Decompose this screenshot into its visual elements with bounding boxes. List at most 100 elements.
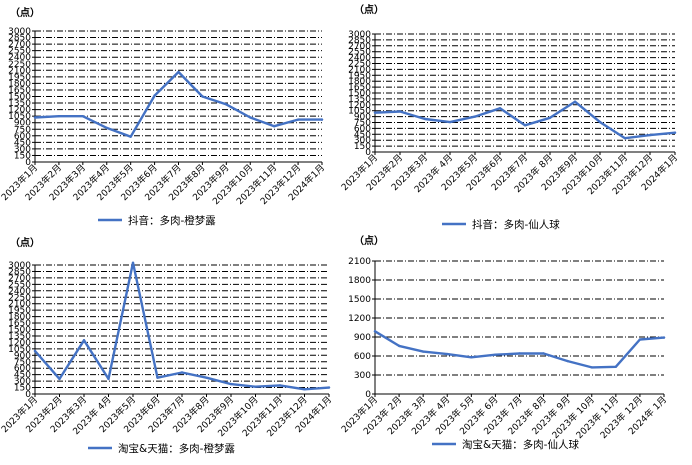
y-tick-label: 450 xyxy=(14,371,31,381)
y-tick-label: 2250 xyxy=(8,60,31,70)
y-tick-label: 1500 xyxy=(348,295,371,305)
gridlines xyxy=(35,264,329,389)
data-point xyxy=(272,124,276,128)
chart-svg: （点） 0150300450600750900105012001350150016… xyxy=(339,3,680,231)
data-point xyxy=(81,114,85,118)
data-point xyxy=(296,118,300,121)
y-tick-label: 300 xyxy=(354,136,371,146)
y-tick-label: 900 xyxy=(14,351,31,361)
data-point xyxy=(58,377,61,381)
data-point xyxy=(590,366,593,369)
y-tick-label: 1800 xyxy=(348,77,371,87)
data-point xyxy=(523,124,527,127)
data-point xyxy=(566,359,569,363)
y-tick-label: 450 xyxy=(354,130,371,140)
legend: 淘宝&天猫：多肉-橙梦露 xyxy=(88,442,235,455)
data-point xyxy=(153,94,156,97)
y-tick-label: 0 xyxy=(365,148,371,158)
y-tick-label: 150 xyxy=(354,142,371,152)
chart-panel-taobao-xianrenqiu: （点） 0 300 600 900 1200 1500 1800 2100 2023年1月 2023… xyxy=(339,232,692,465)
y-tick-label: 1050 xyxy=(348,107,371,117)
y-tick-label: 2400 xyxy=(8,287,31,297)
y-tick-label: 1650 xyxy=(8,319,31,329)
y-tick-label: 750 xyxy=(14,358,31,368)
chart-panel-taobao-chengmenglu: （点） 0 150 300 450 600 750 900 1050 1200 1350 1500 16… xyxy=(0,232,346,465)
y-tick-label: 1650 xyxy=(348,83,371,93)
data-point xyxy=(278,384,282,387)
y-tick-label: 1050 xyxy=(8,112,31,122)
data-point xyxy=(662,336,666,339)
data-point xyxy=(33,349,37,353)
y-tick-label: 0 xyxy=(365,390,371,400)
data-point xyxy=(398,110,402,113)
y-tick-label: 1350 xyxy=(8,99,31,109)
gridlines xyxy=(375,260,664,376)
gridlines xyxy=(35,30,322,156)
data-point xyxy=(548,116,552,119)
data-point xyxy=(598,120,602,124)
y-tick-label: 3000 xyxy=(8,261,31,271)
y-tick-label: 2100 xyxy=(8,66,31,76)
chart-svg: （点） 0150300450600750900105012001350150016… xyxy=(0,6,327,227)
y-tick-label: 1800 xyxy=(348,276,371,286)
legend-label: 抖音：多肉-橙梦露 xyxy=(128,214,216,227)
y-tick-label: 750 xyxy=(354,119,371,129)
legend-label: 抖音：多肉-仙人球 xyxy=(472,218,560,231)
data-point xyxy=(201,95,204,98)
y-tick-label: 150 xyxy=(14,151,31,161)
y-unit-label: （点） xyxy=(354,3,384,16)
data-point xyxy=(446,352,449,356)
y-tick-label: 2250 xyxy=(8,293,31,303)
y-tick-label: 2550 xyxy=(348,48,371,58)
series-line xyxy=(33,70,324,138)
data-point xyxy=(249,116,252,119)
data-point xyxy=(473,115,477,118)
y-tick-label: 600 xyxy=(354,352,371,362)
data-point xyxy=(82,339,86,342)
chart-panel-douyin-xianrenqiu: （点） 0 150 300 450 600 750 900 1050 1200 1350 1500 16… xyxy=(339,0,692,232)
y-tick-label: 1800 xyxy=(8,79,31,89)
data-point xyxy=(105,126,108,130)
y-tick-label: 2400 xyxy=(348,54,371,64)
y-tick-label: 1350 xyxy=(348,95,371,105)
chart-svg: （点）030060090012001500180021002023年1月2023… xyxy=(339,234,669,451)
data-point xyxy=(156,376,159,379)
data-point xyxy=(205,376,208,379)
data-point xyxy=(498,107,502,110)
y-tick-label: 2100 xyxy=(8,300,31,310)
y-tick-label: 2850 xyxy=(348,36,371,46)
data-point xyxy=(614,365,618,368)
y-tick-label: 1200 xyxy=(8,106,31,116)
y-tick-label: 3000 xyxy=(348,30,371,40)
data-point xyxy=(573,100,577,103)
data-point xyxy=(542,352,545,355)
data-point xyxy=(373,111,377,114)
y-tick-label: 750 xyxy=(14,125,31,135)
y-tick-label: 2550 xyxy=(8,280,31,290)
data-point xyxy=(254,385,257,388)
y-tick-label: 2550 xyxy=(8,47,31,57)
legend: 抖音：多肉-仙人球 xyxy=(442,218,560,231)
y-tick-label: 1200 xyxy=(8,338,31,348)
y-unit-label: （点） xyxy=(10,236,40,249)
y-tick-label: 0 xyxy=(25,390,31,400)
data-point xyxy=(57,114,61,118)
y-tick-label: 2850 xyxy=(8,34,31,44)
data-point xyxy=(648,133,652,137)
y-tick-label: 2700 xyxy=(8,40,31,50)
data-point xyxy=(448,120,452,124)
legend-label: 淘宝&天猫：多肉-橙梦露 xyxy=(118,442,235,455)
y-tick-label: 1650 xyxy=(8,86,31,96)
y-tick-label: 450 xyxy=(14,138,31,148)
data-point xyxy=(421,350,425,353)
data-point xyxy=(320,118,324,121)
data-point xyxy=(107,377,110,381)
data-point xyxy=(180,371,184,374)
y-tick-label: 1950 xyxy=(8,306,31,316)
y-tick-label: 900 xyxy=(354,113,371,123)
data-point xyxy=(129,135,132,138)
y-tick-label: 1500 xyxy=(8,326,31,336)
data-point xyxy=(229,382,233,386)
data-point xyxy=(33,116,37,119)
series-line xyxy=(373,100,677,140)
